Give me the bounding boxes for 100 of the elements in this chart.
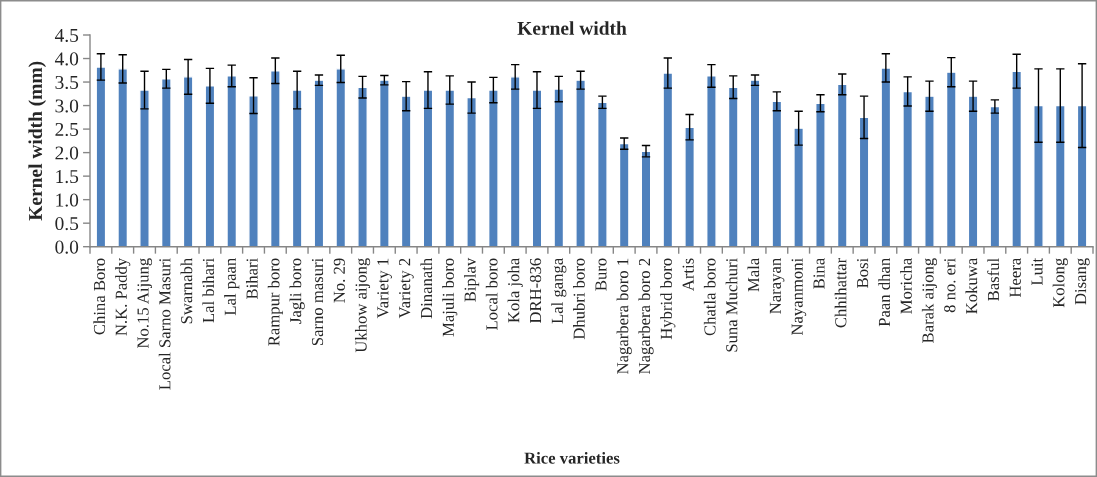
x-tick-label: Nagarbera boro 2 xyxy=(638,258,654,374)
y-tick-label: 4.0 xyxy=(54,52,79,66)
bar xyxy=(771,100,783,247)
x-tick-label: Kolong xyxy=(1052,258,1068,308)
bar xyxy=(400,95,412,247)
bar xyxy=(684,126,696,247)
bar xyxy=(706,75,717,247)
bar xyxy=(880,67,892,247)
chart-title: Kernel width xyxy=(517,21,627,35)
bar xyxy=(313,79,325,247)
x-tick-label: Kola joha xyxy=(507,258,523,323)
bar xyxy=(597,101,608,247)
bar xyxy=(1011,70,1023,247)
bar xyxy=(727,86,739,247)
y-tick-label: 0.5 xyxy=(55,216,79,231)
bar xyxy=(487,89,499,247)
x-tick-label: Kokuwa xyxy=(965,258,978,314)
bar xyxy=(924,95,935,247)
x-tick-label: Suna Muchuri xyxy=(725,258,738,352)
x-tick-label: Lal bihari xyxy=(202,258,215,323)
bar xyxy=(618,142,630,247)
bar xyxy=(291,89,303,247)
x-tick-label: Luit xyxy=(1031,257,1043,286)
bar xyxy=(640,150,652,247)
x-tick-label: China Boro xyxy=(93,258,106,335)
x-tick-label: Swarnabh xyxy=(180,258,193,324)
x-tick-label: Variety 2 xyxy=(399,258,414,319)
bar xyxy=(902,90,914,247)
x-tick-label: Barak aijong xyxy=(921,258,938,343)
bar xyxy=(509,76,521,247)
bar xyxy=(1076,104,1088,247)
x-tick-label: Rampur boro xyxy=(267,258,283,346)
y-tick-label: 3.0 xyxy=(55,99,79,113)
x-tick-label: Nagarbera boro 1 xyxy=(616,258,632,374)
x-tick-label: Local Sarno Masuri xyxy=(158,258,171,390)
x-tick-label: Mala xyxy=(747,258,760,292)
y-tick-label: 2.5 xyxy=(55,122,79,137)
x-tick-label: Nayanmoni xyxy=(791,258,807,336)
x-tick-label: N.K. Paddy xyxy=(115,257,131,336)
y-tick-label: 1.5 xyxy=(56,170,79,184)
bar xyxy=(466,96,477,247)
x-tick-label: Lal paan xyxy=(224,258,240,316)
bar xyxy=(858,116,870,247)
x-tick-label: No.15 Aijung xyxy=(137,258,153,349)
bar xyxy=(357,86,368,247)
x-tick-label: Local boro xyxy=(485,258,498,330)
x-tick-label: DRH-836 xyxy=(529,258,542,324)
bar xyxy=(139,89,150,247)
bar xyxy=(815,102,826,247)
bar xyxy=(204,85,216,247)
bar xyxy=(553,88,565,247)
y-tick-label: 1.0 xyxy=(56,193,79,207)
x-tick-label: Biplav xyxy=(464,257,480,302)
x-tick-label: Sarno masuri xyxy=(311,258,324,346)
x-tick-label: Buro xyxy=(595,258,607,291)
x-tick-label: Ukhow aijong xyxy=(354,258,371,353)
x-tick-label: Hybrid boro xyxy=(660,258,676,340)
bar xyxy=(1033,104,1044,247)
bar xyxy=(967,95,979,247)
x-tick-label: Dinanath xyxy=(420,258,433,319)
x-tick-label: Variety 1 xyxy=(377,258,392,319)
x-tick-label: 8 no. eri xyxy=(944,258,956,313)
bar xyxy=(793,127,805,247)
bar xyxy=(422,89,434,247)
bar xyxy=(378,79,390,247)
x-axis-title: Rice varieties xyxy=(524,452,620,464)
x-tick-label: Heera xyxy=(1009,258,1021,298)
x-tick-label: Basful xyxy=(987,258,1000,301)
x-tick-label: Narayan xyxy=(769,258,785,314)
y-tick-label: 3.5 xyxy=(55,75,79,90)
bar xyxy=(117,68,129,247)
x-tick-label: No. 29 xyxy=(333,258,345,303)
bar xyxy=(945,71,957,247)
bar xyxy=(335,68,347,247)
x-tick-label: Bina xyxy=(813,258,825,289)
bar xyxy=(662,72,674,247)
bar xyxy=(226,75,238,247)
bar xyxy=(1054,104,1066,247)
x-tick-label: Bihari xyxy=(245,258,258,299)
y-axis-title: Kernel width (mm) xyxy=(28,61,46,221)
bar xyxy=(95,66,107,247)
y-tick-label: 0.0 xyxy=(55,240,79,254)
y-tick-label: 4.5 xyxy=(54,28,79,43)
bar xyxy=(531,89,543,247)
bar xyxy=(248,94,259,247)
bar xyxy=(989,105,1001,247)
x-tick-label: Chhihattar xyxy=(834,257,847,328)
x-tick-label: Majuli boro xyxy=(442,258,458,337)
x-tick-label: Chatla boro xyxy=(703,258,716,336)
x-tick-label: Artis xyxy=(682,258,694,291)
bar xyxy=(269,70,281,247)
y-tick-label: 2.0 xyxy=(55,146,79,160)
bar xyxy=(182,76,194,247)
x-tick-label: Dhubri boro xyxy=(573,258,585,340)
bar xyxy=(749,79,761,247)
x-tick-label: Disang xyxy=(1075,258,1090,305)
x-tick-label: Lal ganga xyxy=(551,258,567,324)
x-tick-label: Jagli boro xyxy=(289,258,305,324)
bar xyxy=(836,83,848,247)
x-tick-label: Moricha xyxy=(900,258,912,314)
